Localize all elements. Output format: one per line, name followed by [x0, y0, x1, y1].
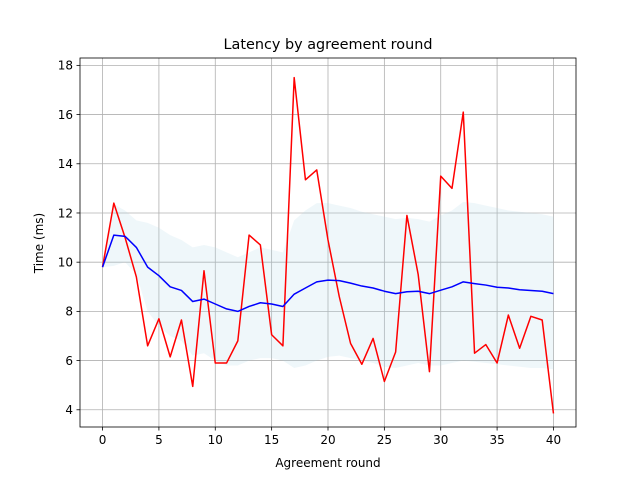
x-axis-ticks: 0 5 10 15 20 25 30 35 40	[99, 427, 561, 447]
y-tick-label: 16	[58, 108, 73, 122]
band-area	[102, 201, 554, 370]
confidence-band	[102, 201, 554, 370]
y-tick-label: 10	[58, 255, 73, 269]
y-tick-label: 18	[58, 59, 73, 73]
y-tick-label: 8	[65, 305, 73, 319]
x-tick-label: 15	[264, 433, 279, 447]
grid	[80, 58, 576, 427]
chart-title: Latency by agreement round	[224, 37, 433, 53]
series-line-2	[101, 234, 554, 313]
series-lines	[101, 76, 555, 414]
y-axis-ticks: 4 6 8 10 12 14 16 18	[58, 59, 80, 417]
x-tick-label: 20	[320, 433, 335, 447]
y-axis-label: Time (ms)	[32, 213, 46, 275]
y-tick-label: 6	[65, 354, 73, 368]
y-tick-label: 4	[65, 403, 73, 417]
x-tick-label: 5	[155, 433, 163, 447]
x-tick-label: 10	[208, 433, 223, 447]
x-axis-label: Agreement round	[275, 456, 380, 470]
x-tick-label: 0	[99, 433, 107, 447]
x-tick-label: 25	[377, 433, 392, 447]
series-line-1	[101, 76, 555, 414]
x-tick-label: 35	[489, 433, 504, 447]
x-tick-label: 40	[546, 433, 561, 447]
x-tick-label: 30	[433, 433, 448, 447]
y-tick-label: 14	[58, 157, 73, 171]
y-tick-label: 12	[58, 206, 73, 220]
